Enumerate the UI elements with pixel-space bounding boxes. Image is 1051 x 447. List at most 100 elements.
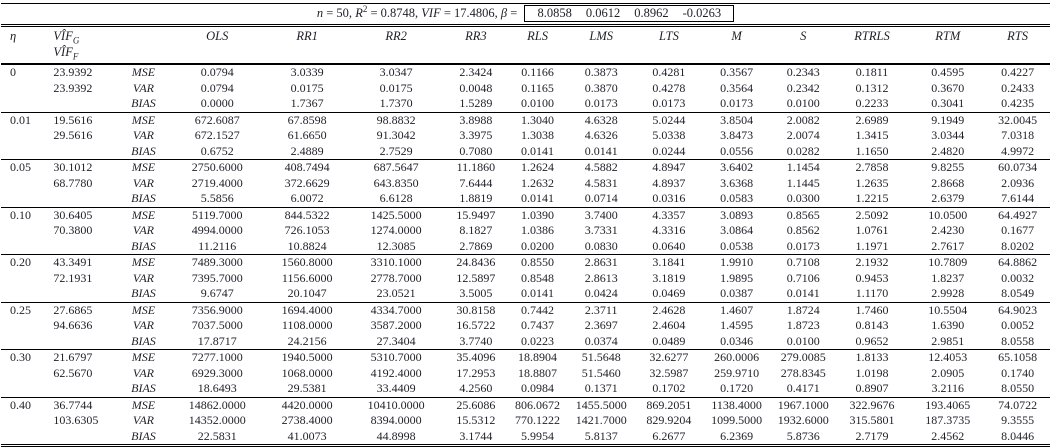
table-row: 72.1931 VAR 7395.7000 1156.6000 2778.7000 12.… [1, 271, 1050, 287]
value-cell: 10410.0000 [350, 396, 442, 413]
stat-label-cell: MSE [116, 349, 171, 366]
stat-label-cell: VAR [132, 128, 155, 142]
value-cell: 3.0344 [931, 128, 965, 142]
value-cell: 4.5831 [584, 175, 618, 190]
value-cell: 5.8736 [786, 428, 820, 443]
value-cell: 16.5722 [456, 318, 496, 332]
vif-cell: 21.6797 [39, 349, 117, 366]
beta-value-4: -0.0263 [682, 6, 722, 20]
value-cell: 2.6379 [931, 191, 965, 205]
value-cell: 1138.4000 [700, 396, 773, 413]
value-cell: 0.0032 [1001, 270, 1035, 285]
value-cell: 64.4927 [985, 206, 1050, 223]
value-cell: 0.4171 [786, 381, 820, 395]
value-cell: 2.4562 [931, 428, 965, 443]
value-cell: 0.0244 [652, 143, 686, 158]
value-cell: 2.7529 [379, 143, 413, 158]
value-cell: 0.0538 [720, 238, 754, 253]
value-cell: 1.7460 [833, 301, 911, 318]
value-cell: 27.3404 [376, 333, 416, 348]
value-cell: 5119.7000 [170, 206, 264, 223]
eta-cell: 0 [1, 63, 40, 81]
beta-vector-box: 8.0858 0.0612 0.8962 -0.0263 [524, 5, 735, 22]
value-cell: 5.8137 [584, 428, 618, 443]
value-cell: 0.1312 [855, 80, 889, 95]
vif-cell [39, 429, 116, 446]
eta-cell [1, 239, 39, 255]
value-cell: 3.0864 [720, 223, 754, 237]
value-cell: 7356.9000 [170, 301, 264, 318]
value-cell: 4994.0000 [191, 223, 243, 237]
value-cell: 3.0347 [350, 63, 442, 81]
value-cell: 1694.4000 [263, 301, 351, 318]
vif-cell: 23.9392 [39, 63, 117, 81]
value-cell: 1.8724 [772, 301, 834, 318]
value-cell: 10.0500 [910, 206, 986, 223]
value-cell: 2.0082 [772, 111, 834, 128]
col-header-rr2: RR2 [350, 25, 442, 65]
value-cell: 0.0830 [584, 238, 618, 253]
value-cell: 3.8988 [441, 111, 511, 128]
value-cell: 64.8862 [985, 254, 1050, 271]
vif-cell [39, 334, 116, 350]
table-row: 23.9392 VAR 0.0794 0.0175 0.0175 0.0048 0.1165… [1, 81, 1050, 97]
table-row: BIAS 5.5856 6.0072 6.6128 1.8819 0.0141 0.0714… [1, 191, 1050, 207]
vif-cell: 30.1012 [39, 159, 117, 176]
value-cell: 1.6390 [931, 318, 965, 332]
value-cell: 2.8613 [584, 270, 618, 285]
value-cell: 2750.6000 [170, 159, 264, 176]
value-cell: 1.2624 [510, 159, 565, 176]
value-cell: 1421.7000 [575, 413, 627, 427]
value-cell: 0.8143 [855, 318, 889, 332]
value-cell: 15.9497 [441, 206, 511, 223]
value-cell: 3.0339 [263, 63, 351, 81]
col-header-rtm: RTM [910, 25, 986, 65]
value-cell: 5310.7000 [350, 349, 442, 366]
value-cell: 2.0905 [931, 365, 965, 380]
value-cell: 0.0469 [652, 286, 686, 300]
value-cell: 7395.7000 [191, 270, 243, 285]
value-cell: 2.3697 [584, 318, 618, 332]
table-row: 0.30 21.6797 MSE 7277.1000 1940.5000 5310.700… [1, 349, 1050, 366]
value-cell: 9.1949 [910, 111, 986, 128]
stat-label-cell: VAR [132, 223, 155, 237]
value-cell: 0.0141 [521, 286, 555, 300]
value-cell: 829.9204 [646, 413, 692, 427]
value-cell: 1.2215 [855, 191, 889, 205]
vif-cell: 72.1931 [53, 270, 93, 285]
value-cell: 0.4235 [1001, 96, 1035, 110]
vif-cell [39, 191, 116, 207]
vif-cell: 70.3800 [53, 223, 93, 237]
vif-cell: 29.5616 [53, 128, 93, 142]
value-cell: 687.5647 [350, 159, 442, 176]
value-cell: 2.0936 [1001, 175, 1035, 190]
value-cell: 1.2635 [855, 175, 889, 190]
value-cell: 2778.7000 [370, 270, 422, 285]
value-cell: 0.0583 [720, 191, 754, 205]
beta-symbol: β [500, 6, 508, 20]
value-cell: 0.0052 [1001, 318, 1035, 332]
stat-label-cell: MSE [116, 206, 171, 223]
value-cell: 2.8631 [564, 254, 638, 271]
value-cell: 1274.0000 [370, 223, 422, 237]
value-cell: 0.4278 [652, 80, 686, 95]
table-row: 70.3800 VAR 4994.0000 726.1053 1274.0000 8.18… [1, 223, 1050, 239]
value-cell: 0.1811 [833, 63, 911, 81]
value-cell: 4.9972 [1001, 143, 1035, 158]
value-cell: 35.4096 [441, 349, 511, 366]
value-cell: 259.9710 [714, 365, 760, 380]
vif-symbol: VIF [421, 6, 441, 20]
table-row: 0.05 30.1012 MSE 2750.6000 408.7494 687.5647 1… [1, 159, 1050, 176]
eta-cell: 0.05 [1, 159, 40, 176]
value-cell: 10.5504 [910, 301, 986, 318]
value-cell: 4.2560 [459, 381, 493, 395]
value-cell: 3.6402 [700, 159, 773, 176]
value-cell: 0.2342 [786, 80, 820, 95]
value-cell: 4420.0000 [263, 396, 351, 413]
value-cell: 22.5831 [197, 428, 237, 443]
beta-equals: = [507, 6, 521, 20]
stat-label-cell: BIAS [131, 191, 156, 205]
stat-label-cell: BIAS [131, 333, 156, 348]
value-cell: 4.3357 [637, 206, 701, 223]
value-cell: 0.3564 [720, 80, 754, 95]
